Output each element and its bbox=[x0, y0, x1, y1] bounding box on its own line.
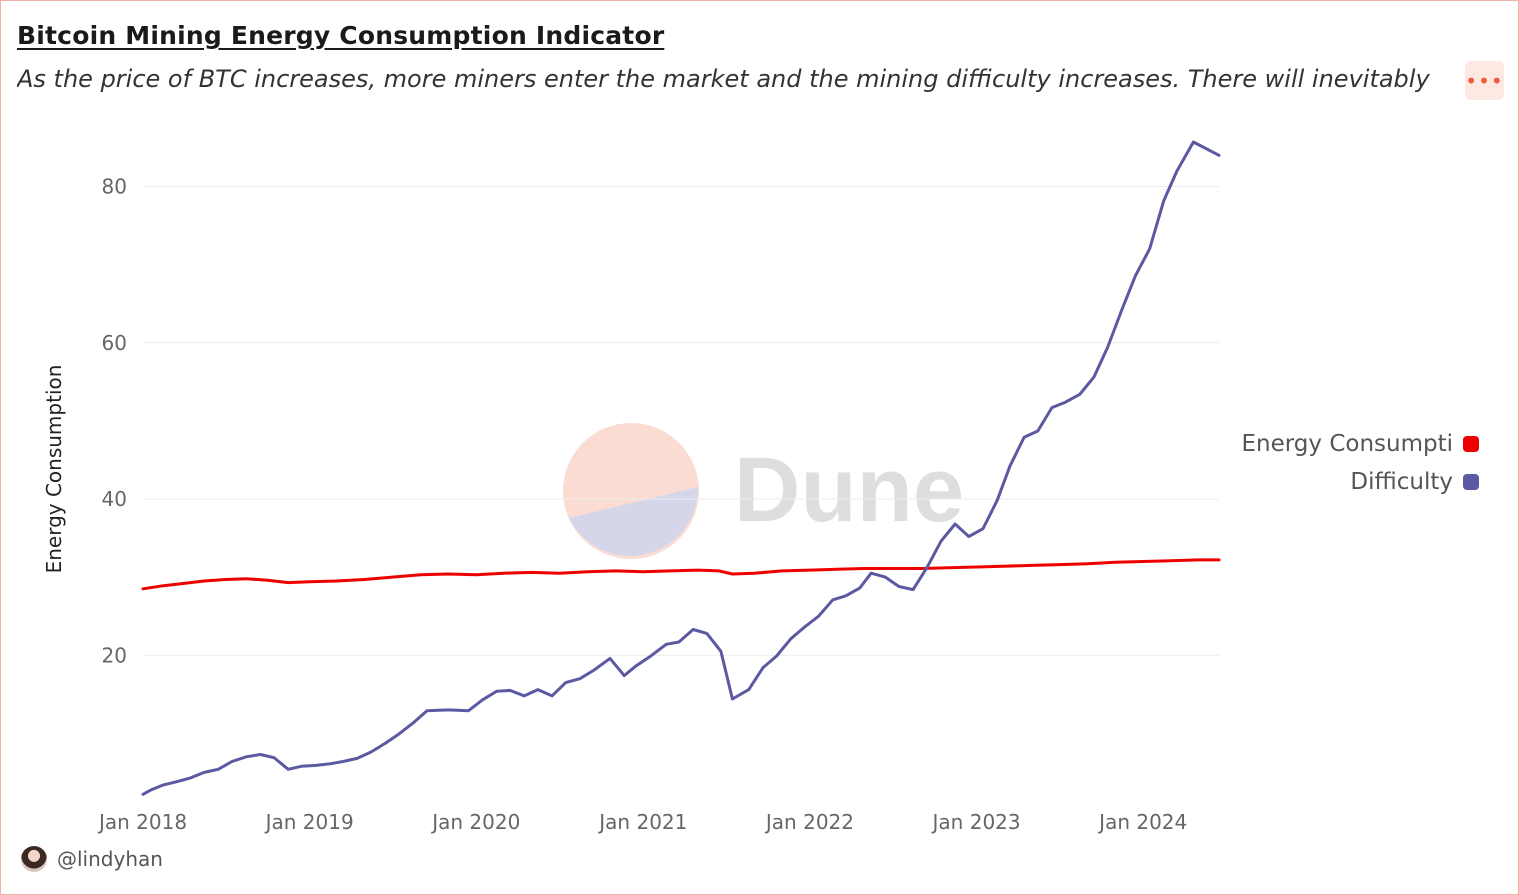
legend-swatch-energy bbox=[1463, 436, 1479, 452]
watermark: Dune bbox=[563, 423, 964, 559]
legend-swatch-difficulty bbox=[1463, 474, 1479, 490]
legend-item-difficulty[interactable]: Difficulty bbox=[1201, 463, 1481, 501]
x-tick-label: Jan 2018 bbox=[97, 810, 187, 834]
avatar bbox=[21, 846, 47, 872]
y-tick-label: 20 bbox=[102, 643, 127, 667]
x-tick-label: Jan 2023 bbox=[931, 810, 1021, 834]
x-tick-label: Jan 2024 bbox=[1097, 810, 1187, 834]
legend-label: Energy Consumpti bbox=[1241, 431, 1453, 457]
y-tick-label: 80 bbox=[102, 175, 127, 199]
legend-label: Difficulty bbox=[1350, 469, 1453, 495]
chart-subtitle: As the price of BTC increases, more mine… bbox=[17, 65, 1430, 93]
y-axis-label: Energy Consumption bbox=[42, 365, 66, 574]
x-tick-label: Jan 2022 bbox=[764, 810, 854, 834]
x-tick-label: Jan 2019 bbox=[264, 810, 354, 834]
more-options-button[interactable]: ••• bbox=[1465, 61, 1504, 100]
x-tick-label: Jan 2021 bbox=[597, 810, 687, 834]
grid-lines bbox=[143, 186, 1219, 656]
author-handle: @lindyhan bbox=[57, 847, 163, 871]
y-axis-ticks: 20 40 60 80 bbox=[102, 175, 127, 668]
series-line-energy[interactable] bbox=[141, 558, 1221, 591]
x-axis-ticks: Jan 2018 Jan 2019 Jan 2020 Jan 2021 Jan 2022… bbox=[97, 810, 1187, 834]
legend: Energy Consumpti Difficulty bbox=[1201, 425, 1481, 501]
legend-item-energy[interactable]: Energy Consumpti bbox=[1201, 425, 1481, 463]
x-tick-label: Jan 2020 bbox=[430, 810, 520, 834]
series-line-difficulty[interactable] bbox=[141, 140, 1221, 796]
watermark-logo-lower bbox=[569, 487, 699, 556]
y-tick-label: 40 bbox=[102, 487, 127, 511]
y-tick-label: 60 bbox=[102, 331, 127, 355]
author-footer[interactable]: @lindyhan bbox=[21, 846, 163, 872]
series-lines bbox=[141, 140, 1221, 796]
more-dots-icon: ••• bbox=[1465, 68, 1504, 93]
watermark-text: Dune bbox=[734, 439, 964, 541]
chart-title[interactable]: Bitcoin Mining Energy Consumption Indica… bbox=[17, 21, 665, 50]
